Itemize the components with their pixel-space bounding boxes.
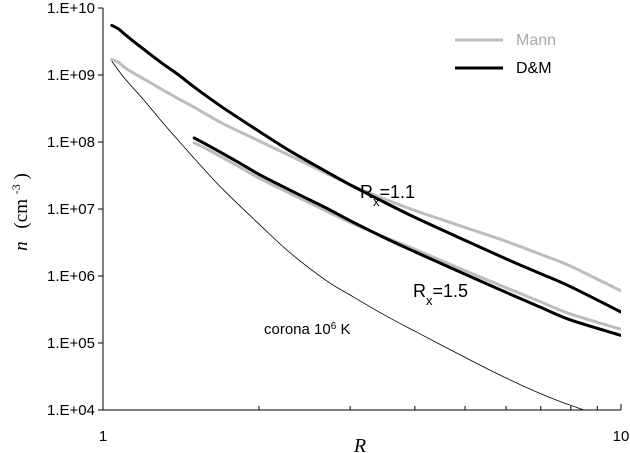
- y-tick-label-3: 1.E+07: [47, 201, 95, 218]
- y-tick-label-5: 1.E+09: [47, 67, 95, 84]
- series-line-3: [192, 136, 621, 337]
- x-tick-label-1: 1: [99, 428, 107, 445]
- axis-ticks: [98, 7, 622, 411]
- series-line-4: [111, 60, 586, 410]
- y-tick-label-6: 1.E+10: [47, 0, 95, 17]
- annotation-rx-1-5: Rx=1.5: [413, 281, 468, 308]
- legend: Mann D&M: [455, 32, 556, 77]
- legend-label-dm: D&M: [516, 60, 552, 77]
- series-line-1: [110, 23, 621, 314]
- y-tick-label-1: 1.E+05: [47, 335, 95, 352]
- series-layer: [110, 23, 621, 410]
- y-tick-labels: 1.E+04 1.E+05 1.E+06 1.E+07 1.E+08 1.E+09 1.E+…: [47, 0, 95, 419]
- annotation-corona: corona 106 K: [264, 321, 350, 339]
- y-tick-label-4: 1.E+08: [47, 134, 95, 151]
- annotation-rx-1-5-rest: =1.5: [433, 281, 469, 301]
- svg-text:n (cm -3 ): n (cm -3 ): [9, 173, 32, 251]
- y-axis-title: n (cm -3 ): [9, 173, 32, 251]
- annotation-corona-base: corona 10: [264, 321, 331, 338]
- annotation-rx-1-1-rest: =1.1: [380, 182, 416, 202]
- annotation-rx-1-1: Rx=1.1: [360, 182, 415, 209]
- y-tick-label-2: 1.E+06: [47, 268, 95, 285]
- annotation-rx-1-5-base: R: [413, 281, 426, 301]
- annotation-rx-1-1-sub: x: [373, 194, 380, 209]
- series-line-0: [110, 58, 621, 293]
- annotation-corona-rest: K: [336, 321, 350, 338]
- x-axis-title: R: [353, 435, 366, 453]
- annotation-corona-sup: 6: [331, 321, 337, 332]
- y-axis-title-symbol: n: [11, 241, 32, 251]
- legend-label-mann: Mann: [516, 32, 556, 49]
- y-axis-title-unit-exp: -3: [9, 184, 23, 194]
- annotation-rx-1-1-base: R: [360, 182, 373, 202]
- y-axis-title-unit-close: ): [11, 173, 32, 179]
- y-tick-label-0: 1.E+04: [47, 402, 95, 419]
- series-line-2: [192, 141, 621, 331]
- x-tick-label-10: 10: [613, 428, 630, 445]
- annotation-rx-1-5-sub: x: [426, 293, 433, 308]
- y-axis-title-unit: (cm: [11, 199, 32, 229]
